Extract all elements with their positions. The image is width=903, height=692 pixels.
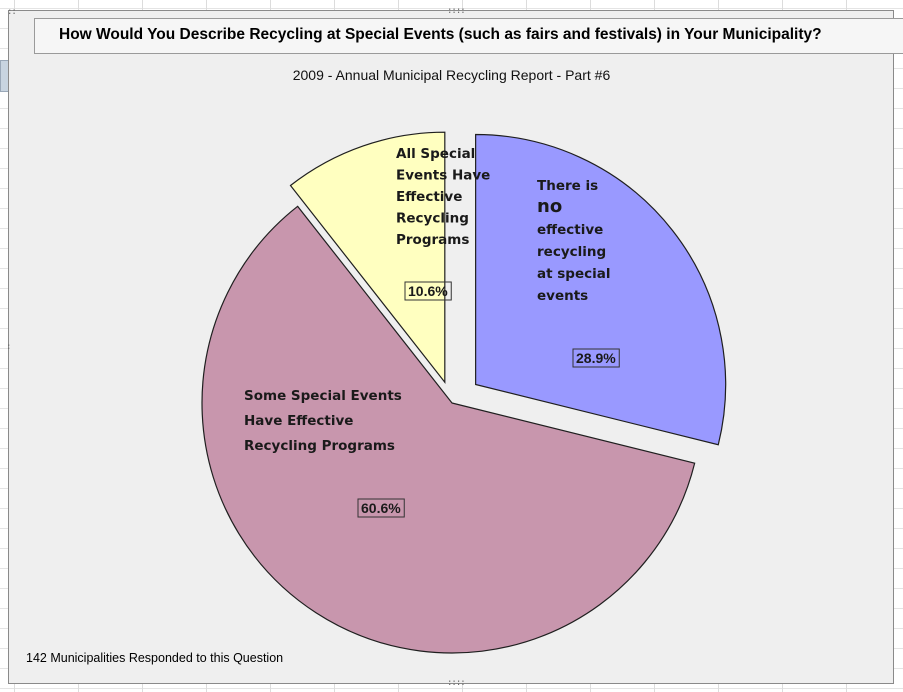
slice-label-some: Some Special Events Have Effective Recycli… bbox=[244, 388, 402, 454]
resize-handle-top-left[interactable]: :: bbox=[7, 7, 17, 17]
pie-slice-some[interactable] bbox=[201, 205, 696, 654]
pct-label-some: 60.6% bbox=[357, 498, 405, 518]
chart-title-box[interactable]: How Would You Describe Recycling at Spec… bbox=[34, 18, 903, 54]
svg-text:28.9%: 28.9% bbox=[576, 350, 616, 366]
pct-label-none: 28.9% bbox=[572, 348, 620, 368]
labels-layer: All Special Events Have Effective Recycling… bbox=[244, 146, 620, 518]
slice-label-none: There is no effective recycling at special ev… bbox=[537, 178, 611, 304]
svg-text:60.6%: 60.6% bbox=[361, 500, 401, 516]
pie-slice-none[interactable] bbox=[475, 133, 727, 446]
chart-title: How Would You Describe Recycling at Spec… bbox=[59, 26, 822, 43]
resize-handle-top[interactable]: :::: bbox=[447, 6, 466, 16]
slice-label-all: All Special Events Have Effective Recycling… bbox=[396, 146, 490, 248]
pct-label-all: 10.6% bbox=[404, 281, 452, 301]
pie-slice-all[interactable] bbox=[289, 131, 446, 384]
svg-text:10.6%: 10.6% bbox=[408, 283, 448, 299]
chart-subtitle: 2009 - Annual Municipal Recycling Report… bbox=[292, 67, 611, 83]
chart-footnote: 142 Municipalities Responded to this Que… bbox=[26, 651, 284, 665]
resize-handle-bottom[interactable]: :::: bbox=[447, 678, 466, 688]
resize-handle-left[interactable]: : bbox=[6, 342, 12, 352]
slices-layer bbox=[201, 131, 727, 654]
